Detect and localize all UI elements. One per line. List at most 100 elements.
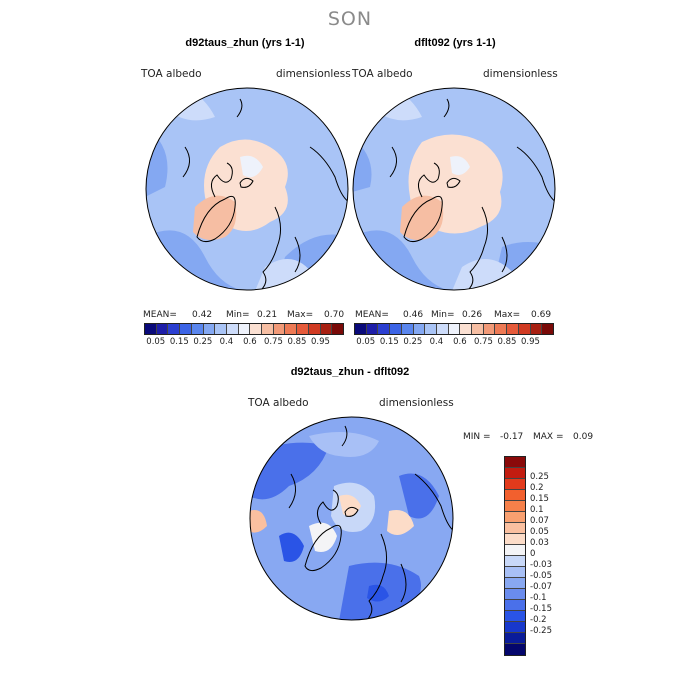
panel1-variable-label: TOA albedo	[141, 68, 202, 80]
colorbar-swatch	[355, 324, 367, 334]
panel3-title: d92taus_zhun - dflt092	[290, 366, 410, 378]
colorbar-swatch	[413, 324, 426, 334]
panel1-mean-value: 0.42	[192, 310, 213, 320]
colorbar-swatch	[530, 324, 543, 334]
panel2-mean-value: 0.46	[403, 310, 424, 320]
season-title: SON	[327, 8, 373, 30]
colorbar-tick-label: -0.05	[530, 571, 552, 581]
colorbar-tick-label: 0	[530, 549, 536, 559]
colorbar-swatch	[505, 644, 525, 655]
panel3-units-label: dimensionless	[379, 397, 454, 409]
panel2-colorbar	[354, 323, 554, 335]
colorbar-swatch	[238, 324, 251, 334]
colorbar-swatch	[436, 324, 449, 334]
colorbar-tick-label: 0.75	[263, 337, 283, 347]
colorbar-tick-label: 0.15	[169, 337, 189, 347]
panel2-polar-map	[352, 87, 556, 291]
panel2-max-value: 0.69	[531, 310, 552, 320]
panel1-max-value: 0.70	[324, 310, 345, 320]
colorbar-swatch	[460, 324, 473, 334]
colorbar-swatch	[505, 600, 525, 611]
colorbar-swatch	[262, 324, 274, 334]
colorbar-tick-label: 0.15	[530, 494, 549, 504]
colorbar-tick-label: 0.4	[219, 337, 234, 347]
colorbar-tick-label: 0.05	[356, 337, 376, 347]
colorbar-tick-label: 0.03	[530, 538, 549, 548]
colorbar-swatch	[320, 324, 333, 334]
colorbar-tick-label: -0.25	[530, 626, 552, 636]
panel1-colorbar-ticks: 0.05 0.15 0.25 0.4 0.6 0.75 0.85 0.95	[144, 337, 344, 349]
panel1-min-label: Min=	[226, 310, 250, 320]
panel3-min-value: -0.17	[500, 432, 524, 442]
panel1-title: d92taus_zhun (yrs 1-1)	[185, 37, 305, 49]
colorbar-swatch	[505, 490, 525, 501]
colorbar-swatch	[273, 324, 286, 334]
colorbar-swatch	[505, 633, 525, 644]
colorbar-tick-label: 0.07	[530, 516, 549, 526]
colorbar-swatch	[483, 324, 496, 334]
colorbar-swatch	[390, 324, 402, 334]
colorbar-swatch	[448, 324, 461, 334]
panel1-polar-map	[145, 87, 349, 291]
panel1-mean-label: MEAN=	[143, 310, 177, 320]
colorbar-swatch	[215, 324, 227, 334]
colorbar-tick-label: 0.25	[193, 337, 213, 347]
colorbar-swatch	[505, 622, 525, 633]
colorbar-tick-label: 0.85	[287, 337, 307, 347]
colorbar-swatch	[250, 324, 263, 334]
colorbar-swatch	[191, 324, 204, 334]
panel3-min-label: MIN =	[463, 432, 491, 442]
colorbar-swatch	[472, 324, 484, 334]
panel3-max-label: MAX =	[533, 432, 564, 442]
colorbar-tick-label: 0.1	[530, 505, 544, 515]
colorbar-tick-label: 0.75	[473, 337, 493, 347]
colorbar-swatch	[203, 324, 216, 334]
colorbar-tick-label: 0.6	[453, 337, 467, 347]
colorbar-swatch	[505, 501, 525, 512]
colorbar-tick-label: 0.05	[146, 337, 166, 347]
colorbar-tick-label: -0.15	[530, 604, 552, 614]
panel2-colorbar-ticks: 0.05 0.15 0.25 0.4 0.6 0.75 0.85 0.95	[354, 337, 554, 349]
panel2-mean-label: MEAN=	[355, 310, 389, 320]
panel2-title: dflt092 (yrs 1-1)	[414, 37, 496, 49]
colorbar-tick-label: 0.05	[530, 527, 549, 537]
colorbar-swatch	[168, 324, 181, 334]
colorbar-swatch	[505, 578, 525, 589]
colorbar-swatch	[505, 556, 525, 567]
panel3-difference-map	[249, 416, 454, 621]
colorbar-swatch	[505, 545, 525, 556]
colorbar-swatch	[145, 324, 157, 334]
colorbar-swatch	[366, 324, 379, 334]
panel1-colorbar	[144, 323, 344, 335]
colorbar-tick-label: -0.1	[530, 593, 547, 603]
colorbar-swatch	[156, 324, 169, 334]
colorbar-tick-label: -0.03	[530, 560, 552, 570]
panel2-variable-label: TOA albedo	[352, 68, 413, 80]
colorbar-swatch	[495, 324, 508, 334]
colorbar-swatch	[505, 457, 525, 468]
colorbar-tick-label: -0.2	[530, 615, 547, 625]
colorbar-swatch	[507, 324, 519, 334]
colorbar-swatch	[308, 324, 321, 334]
panel2-min-label: Min=	[431, 310, 455, 320]
colorbar-tick-label: 0.95	[311, 337, 330, 347]
colorbar-swatch	[542, 324, 553, 334]
colorbar-tick-label: 0.95	[521, 337, 540, 347]
colorbar-swatch	[285, 324, 298, 334]
colorbar-tick-label: 0.4	[429, 337, 444, 347]
colorbar-swatch	[505, 468, 525, 479]
panel1-units-label: dimensionless	[276, 68, 351, 80]
colorbar-swatch	[505, 611, 525, 622]
panel2-min-value: 0.26	[462, 310, 483, 320]
panel3-colorbar	[504, 456, 526, 656]
colorbar-tick-label: 0.25	[530, 472, 549, 482]
colorbar-tick-label: 0.25	[403, 337, 423, 347]
panel1-max-label: Max=	[287, 310, 314, 320]
colorbar-swatch	[332, 324, 343, 334]
colorbar-swatch	[505, 479, 525, 490]
panel2-max-label: Max=	[494, 310, 521, 320]
colorbar-swatch	[505, 589, 525, 600]
colorbar-tick-label: -0.07	[530, 582, 552, 592]
colorbar-tick-label: 0.6	[243, 337, 257, 347]
colorbar-swatch	[505, 523, 525, 534]
